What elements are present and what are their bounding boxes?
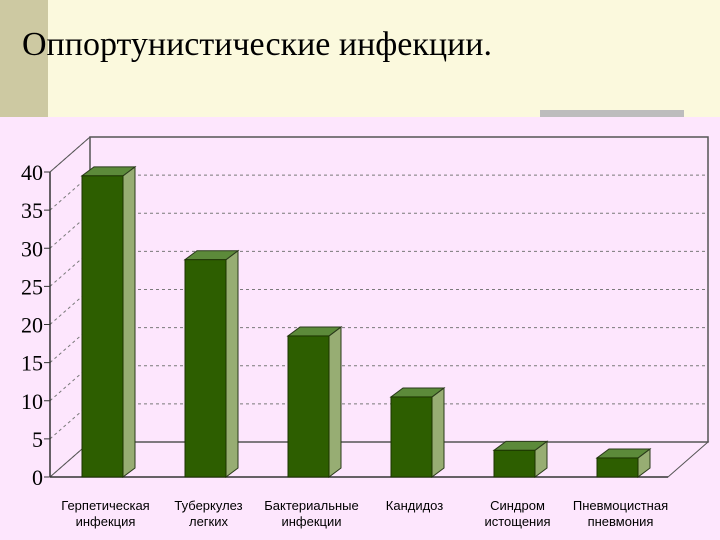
x-category-label-line: Пневмоцистная xyxy=(573,498,668,513)
bar-front xyxy=(596,457,639,478)
title-accent-bar xyxy=(0,0,48,118)
x-category-label-line: Бактериальные xyxy=(264,498,358,513)
chart-grid xyxy=(49,136,708,478)
bar xyxy=(389,386,446,478)
slide-title: Оппортунистические инфекции. xyxy=(22,26,492,63)
y-tick-label: 20 xyxy=(21,313,43,338)
y-tick-label: 25 xyxy=(21,274,43,299)
x-category-label: Синдром истощения xyxy=(484,498,550,529)
bar xyxy=(595,447,652,478)
y-tick-label: 0 xyxy=(32,465,43,490)
bar xyxy=(492,440,549,478)
bar-front xyxy=(390,396,433,478)
y-tick-label: 30 xyxy=(21,236,43,261)
bar-front xyxy=(81,175,124,478)
x-category-label-line: Герпетическая xyxy=(61,498,149,513)
x-category-label-line: инфекция xyxy=(76,514,136,529)
x-category-label: Кандидоз xyxy=(386,498,443,513)
chart-bars xyxy=(80,165,652,478)
y-tick-label: 5 xyxy=(32,427,43,452)
title-decoration xyxy=(540,110,684,117)
y-tick-labels: 0 5 10 15 20 25 30 35 40 xyxy=(21,160,43,490)
bar xyxy=(183,249,240,478)
x-category-label-line: пневмония xyxy=(588,514,654,529)
x-category-label-line: Туберкулез xyxy=(174,498,242,513)
y-tick-label: 40 xyxy=(21,160,43,185)
side-wall-top xyxy=(49,136,91,173)
bar xyxy=(80,165,137,478)
bar-front xyxy=(184,259,227,478)
x-category-label-line: Синдром xyxy=(490,498,545,513)
bar-front xyxy=(493,449,536,478)
x-category-labels: Герпетическая инфекция Туберкулез легких Бак… xyxy=(61,498,668,529)
x-category-label-line: легких xyxy=(189,514,229,529)
chart-axes xyxy=(44,136,710,478)
bar-side xyxy=(225,249,239,478)
y-tick-label: 10 xyxy=(21,389,43,414)
x-category-label: Пневмоцистная пневмония xyxy=(573,498,668,529)
x-category-label: Герпетическая инфекция xyxy=(61,498,149,529)
bar-side xyxy=(328,325,342,478)
x-category-label: Бактериальные инфекции xyxy=(264,498,358,529)
x-category-label-line: истощения xyxy=(484,514,550,529)
bar xyxy=(286,325,343,478)
x-category-label-line: Кандидоз xyxy=(386,498,443,513)
bar-side xyxy=(431,386,445,478)
bar-side xyxy=(122,165,136,478)
bar-front xyxy=(287,335,330,478)
x-category-label-line: инфекции xyxy=(281,514,341,529)
y-tick-label: 35 xyxy=(21,198,43,223)
x-category-label: Туберкулез легких xyxy=(174,498,242,529)
y-tick-label: 15 xyxy=(21,351,43,376)
